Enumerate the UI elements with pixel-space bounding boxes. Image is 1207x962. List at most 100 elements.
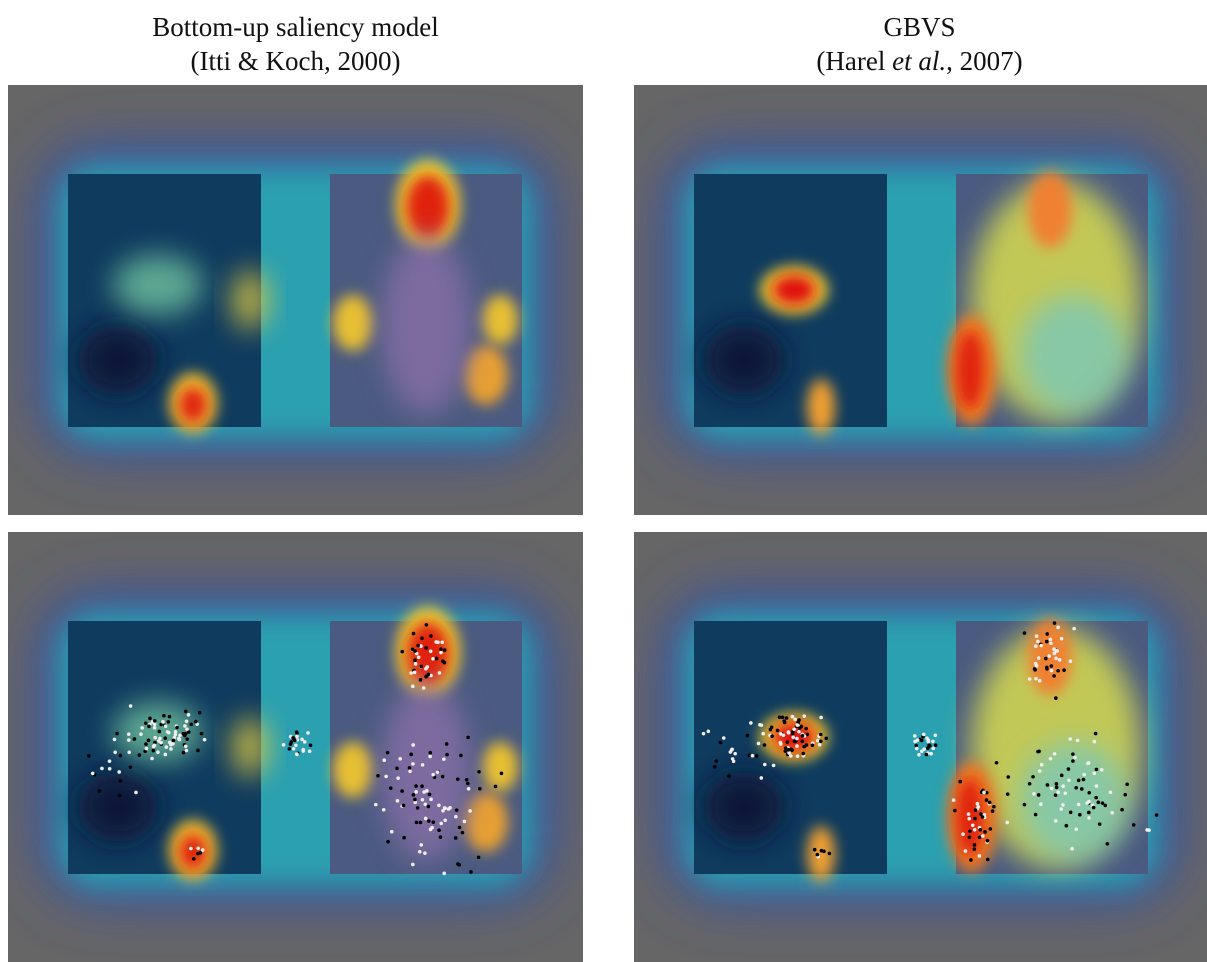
fixation [171, 738, 176, 743]
fixation [1131, 823, 1136, 827]
hotspot [464, 792, 508, 852]
fixation [754, 754, 759, 758]
fixation [1044, 639, 1049, 644]
fixation [926, 739, 931, 744]
fixation [431, 656, 435, 661]
fixation [139, 732, 143, 736]
fixation [1005, 792, 1010, 796]
fixation [1097, 822, 1102, 826]
fixation [167, 714, 172, 719]
fixation [1033, 668, 1037, 672]
fixation [929, 751, 933, 756]
fixation [1068, 737, 1072, 741]
fixation [185, 727, 189, 731]
fixation [202, 737, 207, 742]
fixation [440, 774, 445, 779]
fixation [1094, 767, 1099, 772]
fixation [978, 812, 983, 816]
hotspot [956, 330, 984, 410]
fixation [924, 752, 929, 757]
fixation [306, 731, 310, 735]
fixation [1053, 819, 1058, 823]
fixation [113, 750, 117, 755]
fixation [978, 827, 983, 832]
fixation [173, 729, 178, 734]
fixation [428, 750, 433, 755]
fixation [424, 666, 428, 671]
fixation [810, 743, 815, 748]
fixation [499, 771, 504, 776]
fixation [804, 726, 808, 731]
fixation [1066, 767, 1071, 771]
fixation [429, 797, 433, 802]
fixation [1056, 668, 1060, 673]
fixation [1154, 813, 1159, 817]
fixation [1079, 787, 1084, 791]
fixation [178, 733, 182, 738]
fixation [172, 735, 177, 740]
title-line: GBVS [883, 12, 956, 42]
fixation [281, 743, 286, 747]
fixation [117, 770, 121, 774]
fixation [291, 746, 296, 751]
fixation [800, 733, 805, 738]
fixation [191, 856, 196, 861]
fixation [1081, 777, 1086, 782]
fixation [434, 640, 439, 644]
fixation [1037, 749, 1041, 754]
fixation [818, 732, 823, 737]
fixation [731, 759, 736, 764]
fixation [443, 806, 447, 811]
fixation [388, 786, 393, 790]
fixation [186, 730, 191, 734]
fixation [701, 731, 706, 736]
fixation [1075, 738, 1080, 743]
fixation [1068, 659, 1073, 664]
fixation [442, 871, 447, 876]
fixation [1094, 795, 1098, 800]
fixation [307, 749, 312, 754]
fixation [189, 846, 193, 851]
fixation [386, 839, 390, 844]
fixation [1056, 790, 1060, 795]
fixation [462, 819, 467, 824]
fixation [951, 798, 956, 802]
fixation [411, 631, 416, 636]
fixation [182, 733, 187, 738]
fixation [148, 716, 152, 721]
fixation [759, 776, 764, 780]
fixation [985, 857, 990, 862]
fixation [152, 743, 157, 748]
fixation [1123, 792, 1128, 797]
fixation [973, 816, 977, 821]
fixation [402, 835, 406, 840]
fixation [169, 747, 173, 751]
fixation [429, 634, 433, 638]
fixation [448, 806, 452, 810]
fixation [427, 792, 432, 797]
fixation [127, 750, 131, 755]
fixation [164, 745, 169, 749]
fixation [790, 714, 795, 719]
fixation [1059, 636, 1064, 641]
fixation [1054, 696, 1058, 700]
fixation [1027, 677, 1032, 681]
fixation [429, 673, 433, 678]
fixation [786, 748, 791, 752]
fixation [411, 743, 415, 747]
hotspot [333, 295, 373, 351]
fixation [749, 721, 753, 725]
fixation [1027, 781, 1032, 786]
fixation [1036, 793, 1041, 797]
hotspot [482, 295, 518, 345]
hotspot [482, 742, 518, 792]
fixation [1033, 812, 1038, 817]
fixation [408, 769, 412, 774]
fixation [420, 763, 425, 767]
fixation [424, 646, 428, 650]
fixation [922, 747, 927, 751]
fixation [444, 742, 449, 746]
fixation [1120, 807, 1124, 812]
fixation [134, 790, 138, 795]
title-line: Bottom-up saliency model [152, 12, 439, 42]
